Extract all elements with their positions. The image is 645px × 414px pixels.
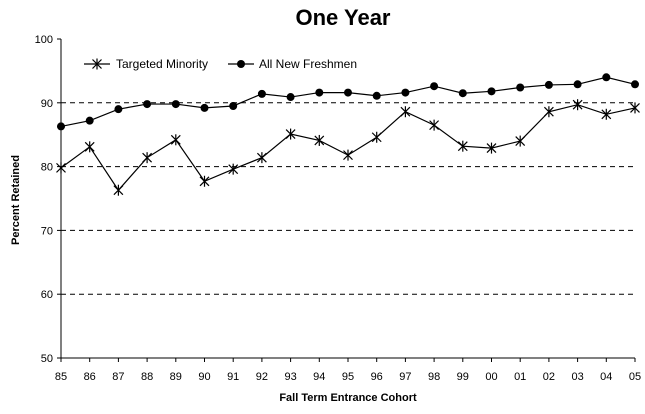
point-targeted-minority-03: [572, 99, 583, 111]
series-all-new-freshmen: [57, 73, 639, 131]
point-all-new-freshmen-05: [631, 80, 639, 89]
x-tick-label-01: 01: [514, 371, 526, 383]
x-tick-label-94: 94: [313, 371, 325, 383]
point-all-new-freshmen-99: [458, 89, 467, 98]
gridlines: [61, 102, 635, 295]
point-all-new-freshmen-95: [344, 88, 352, 97]
point-all-new-freshmen-85: [57, 122, 65, 131]
point-all-new-freshmen-91: [229, 101, 238, 110]
point-all-new-freshmen-03: [573, 80, 582, 89]
point-all-new-freshmen-87: [114, 105, 123, 114]
point-targeted-minority-94: [314, 134, 325, 146]
point-targeted-minority-96: [371, 131, 382, 143]
point-targeted-minority-98: [429, 119, 440, 131]
point-all-new-freshmen-96: [372, 91, 381, 100]
y-tick-label-60: 60: [41, 289, 53, 301]
point-targeted-minority-01: [515, 135, 526, 147]
x-tick-label-04: 04: [600, 371, 612, 383]
y-tick-label-80: 80: [41, 162, 53, 174]
legend-marker-targeted-minority: [92, 58, 102, 70]
y-tick-label-90: 90: [41, 98, 53, 110]
legend-item-targeted-minority: Targeted Minority: [84, 57, 208, 71]
x-tick-label-02: 02: [543, 371, 555, 383]
x-tick-label-97: 97: [399, 371, 411, 383]
axes: [57, 38, 636, 362]
point-targeted-minority-95: [343, 149, 353, 161]
point-targeted-minority-88: [142, 152, 153, 164]
point-all-new-freshmen-86: [85, 116, 94, 125]
x-tick-label-85: 85: [55, 371, 67, 383]
legend-label-all-new-freshmen: All New Freshmen: [259, 57, 357, 71]
point-all-new-freshmen-97: [401, 88, 410, 97]
chart-title: One Year: [296, 5, 391, 30]
point-targeted-minority-90: [199, 175, 210, 187]
y-tick-label-70: 70: [41, 225, 53, 237]
point-all-new-freshmen-89: [171, 100, 180, 109]
y-axis-title: Percent Retained: [10, 155, 22, 245]
x-tick-label-90: 90: [198, 371, 210, 383]
x-tick-label-86: 86: [84, 371, 96, 383]
point-targeted-minority-85: [56, 162, 66, 174]
tick-labels: 50 60 70 80 90 100 85 86 87 88 89 90 91 92 93 94 95 96 97 9…: [35, 34, 641, 383]
point-all-new-freshmen-04: [602, 73, 611, 82]
point-targeted-minority-89: [170, 134, 181, 146]
legend-label-targeted-minority: Targeted Minority: [116, 57, 208, 71]
y-tick-label-50: 50: [41, 353, 53, 365]
x-tick-label-89: 89: [170, 371, 182, 383]
x-tick-label-03: 03: [571, 371, 583, 383]
point-all-new-freshmen-94: [315, 88, 324, 97]
point-targeted-minority-02: [543, 106, 554, 118]
point-all-new-freshmen-01: [516, 83, 525, 92]
point-all-new-freshmen-93: [286, 93, 295, 102]
legend-marker-all-new-freshmen: [237, 60, 245, 68]
x-tick-label-95: 95: [342, 371, 354, 383]
x-tick-label-96: 96: [371, 371, 383, 383]
y-tick-label-100: 100: [35, 34, 53, 46]
point-all-new-freshmen-90: [200, 103, 209, 112]
series-targeted-minority: [56, 99, 640, 196]
point-targeted-minority-05: [630, 102, 640, 114]
series-line-targeted-minority: [60, 104, 636, 192]
x-tick-label-00: 00: [485, 371, 497, 383]
x-tick-label-88: 88: [141, 371, 153, 383]
legend: Targeted Minority All New Freshmen: [84, 57, 357, 71]
point-all-new-freshmen-88: [143, 100, 152, 109]
legend-item-all-new-freshmen: All New Freshmen: [228, 57, 357, 71]
x-tick-label-05: 05: [629, 371, 641, 383]
point-targeted-minority-87: [113, 184, 124, 196]
x-tick-label-98: 98: [428, 371, 440, 383]
point-targeted-minority-00: [486, 142, 497, 154]
x-tick-label-92: 92: [256, 371, 268, 383]
point-targeted-minority-91: [228, 163, 239, 175]
x-tick-label-93: 93: [284, 371, 296, 383]
point-all-new-freshmen-00: [487, 87, 496, 96]
series: [56, 73, 640, 196]
x-axis-title: Fall Term Entrance Cohort: [279, 392, 417, 404]
point-all-new-freshmen-02: [544, 80, 553, 89]
point-targeted-minority-04: [601, 108, 612, 120]
x-tick-label-91: 91: [227, 371, 239, 383]
point-targeted-minority-97: [400, 106, 411, 118]
point-targeted-minority-86: [84, 141, 95, 153]
point-targeted-minority-99: [457, 140, 468, 152]
point-all-new-freshmen-98: [430, 82, 439, 91]
point-targeted-minority-93: [285, 128, 296, 140]
point-targeted-minority-92: [256, 152, 267, 164]
x-tick-label-99: 99: [457, 371, 469, 383]
point-all-new-freshmen-92: [257, 89, 266, 98]
x-tick-label-87: 87: [112, 371, 124, 383]
